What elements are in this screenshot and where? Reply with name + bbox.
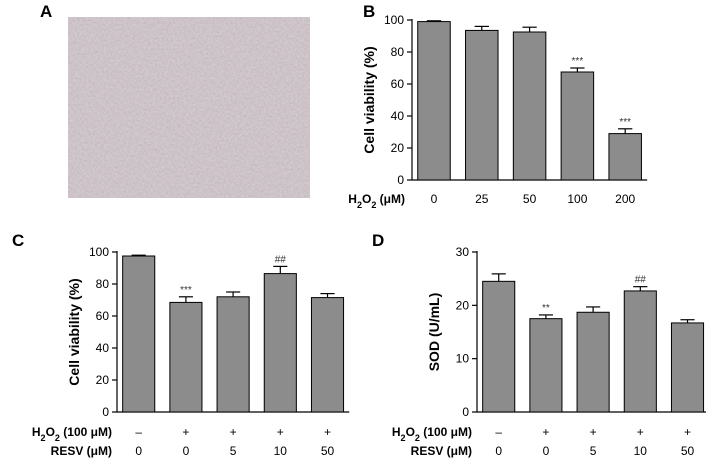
- y-tick-label-c: 20: [96, 373, 110, 387]
- x-tick-label-b: 200: [615, 192, 635, 206]
- bar-b: [560, 71, 595, 181]
- bar-c: [216, 296, 250, 413]
- panel-label-d: D: [372, 231, 384, 250]
- x-tick-label-c: 0: [183, 444, 190, 458]
- significance-mark-d: ##: [635, 275, 647, 286]
- y-tick-label-c: 0: [102, 405, 109, 419]
- y-tick-label-c: 100: [89, 245, 109, 259]
- y-tick-label-b: 60: [391, 77, 405, 91]
- bar-b: [512, 31, 547, 181]
- bar-d: [482, 280, 516, 413]
- significance-mark-c: ##: [275, 254, 287, 265]
- y-tick-label-d: 0: [462, 405, 469, 419]
- bar-c: [310, 297, 345, 413]
- chart-b: 0 20 40 60 80 100 Cell viability (%) 0 25 50 *** 10…: [348, 13, 648, 210]
- x-tick-label-d: 10: [634, 444, 648, 458]
- bar-b: [417, 21, 451, 181]
- x-tick-label-c: –: [135, 425, 142, 439]
- x-tick-label-d: 50: [681, 444, 695, 458]
- significance-mark-c: ***: [180, 285, 192, 296]
- significance-mark-b: ***: [572, 56, 584, 67]
- x-tick-label-d: 0: [543, 444, 550, 458]
- x-tick-label-c: +: [230, 425, 237, 439]
- y-tick-label-c: 80: [96, 277, 110, 291]
- y-tick-label-c: 40: [96, 341, 110, 355]
- x-tick-label-b: 50: [523, 192, 537, 206]
- bar-d: [576, 311, 610, 413]
- panel-label-a: A: [40, 2, 52, 21]
- x-row-label-b: H2O2 (μM): [348, 192, 405, 210]
- x-tick-label-b: 0: [431, 192, 438, 206]
- x-tick-label-c: +: [277, 425, 284, 439]
- bar-c: [263, 273, 297, 413]
- panel-label-c: C: [12, 231, 24, 250]
- bar-d: [670, 322, 705, 413]
- panel-label-b: B: [363, 2, 375, 21]
- significance-mark-b: ***: [619, 117, 631, 128]
- x-tick-label-d: –: [495, 425, 502, 439]
- y-tick-label-d: 10: [456, 352, 470, 366]
- y-tick-label-b: 40: [391, 109, 405, 123]
- bar-b: [465, 29, 499, 181]
- chart-c: 0 20 40 60 80 100 Cell viability (%) – 0 *** +0 +5 #…: [32, 245, 350, 458]
- y-axis-label-b: Cell viability (%): [361, 46, 377, 153]
- x-tick-label-c: +: [324, 425, 331, 439]
- y-tick-label-b: 0: [397, 173, 404, 187]
- micrograph-texture: [68, 17, 310, 198]
- x-tick-label-b: 25: [475, 192, 489, 206]
- x-tick-label-d: +: [542, 425, 549, 439]
- x-row-label-d: H2O2 (100 μM): [392, 425, 472, 443]
- x-row-label-d: RESV (μM): [411, 444, 472, 458]
- y-axis-label-d: SOD (U/mL): [426, 293, 442, 372]
- x-tick-label-c: 50: [321, 444, 335, 458]
- x-tick-label-d: 5: [590, 444, 597, 458]
- x-row-label-c: H2O2 (100 μM): [32, 425, 112, 443]
- x-tick-label-c: 10: [274, 444, 288, 458]
- x-tick-label-c: +: [182, 425, 189, 439]
- y-tick-label-d: 20: [456, 298, 470, 312]
- micrograph-panel: [68, 17, 310, 198]
- x-row-label-c: RESV (μM): [51, 444, 112, 458]
- bar-d: [623, 290, 657, 413]
- x-tick-label-c: 5: [230, 444, 237, 458]
- x-tick-label-d: +: [684, 425, 691, 439]
- chart-d: 0 10 20 30 SOD (U/mL) – 0 ** +0 +5 ## +10 +50 H2O2 (1…: [392, 245, 706, 458]
- x-tick-label-d: +: [637, 425, 644, 439]
- x-tick-label-d: +: [590, 425, 597, 439]
- y-axis-label-c: Cell viability (%): [66, 278, 82, 385]
- significance-mark-d: **: [542, 303, 550, 314]
- bar-d: [529, 318, 563, 413]
- bar-c: [122, 255, 156, 413]
- x-tick-label-d: 0: [495, 444, 502, 458]
- bar-c: [169, 301, 203, 413]
- x-tick-label-c: 0: [135, 444, 142, 458]
- y-tick-label-d: 30: [456, 245, 470, 259]
- y-tick-label-b: 20: [391, 141, 405, 155]
- y-tick-label-c: 60: [96, 309, 110, 323]
- y-tick-label-b: 100: [384, 13, 404, 27]
- bar-b: [608, 133, 642, 181]
- y-tick-label-b: 80: [391, 45, 405, 59]
- x-tick-label-b: 100: [567, 192, 587, 206]
